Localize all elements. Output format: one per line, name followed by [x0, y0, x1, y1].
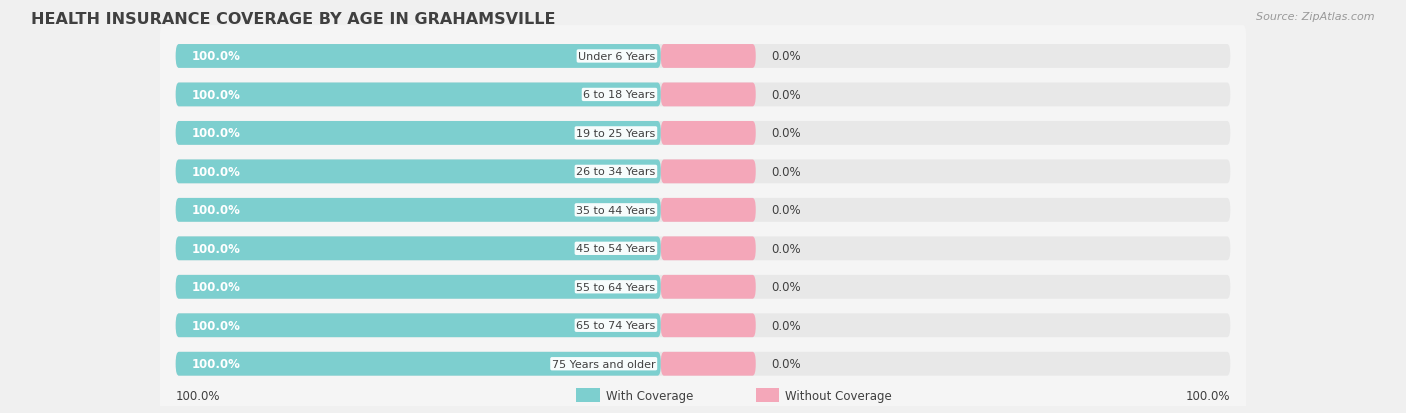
FancyBboxPatch shape	[176, 160, 661, 184]
FancyBboxPatch shape	[176, 275, 1230, 299]
FancyBboxPatch shape	[176, 122, 661, 145]
FancyBboxPatch shape	[176, 352, 661, 376]
Text: 100.0%: 100.0%	[191, 242, 240, 255]
FancyBboxPatch shape	[576, 388, 599, 402]
Text: 100.0%: 100.0%	[191, 204, 240, 217]
FancyBboxPatch shape	[176, 83, 661, 107]
FancyBboxPatch shape	[176, 313, 1230, 337]
FancyBboxPatch shape	[661, 83, 756, 107]
Text: 100.0%: 100.0%	[176, 389, 221, 402]
FancyBboxPatch shape	[176, 352, 1230, 376]
Text: 0.0%: 0.0%	[772, 242, 801, 255]
Text: 19 to 25 Years: 19 to 25 Years	[576, 128, 655, 139]
Text: 100.0%: 100.0%	[191, 166, 240, 178]
FancyBboxPatch shape	[176, 275, 661, 299]
Text: 100.0%: 100.0%	[191, 127, 240, 140]
FancyBboxPatch shape	[756, 388, 779, 402]
FancyBboxPatch shape	[661, 122, 756, 145]
FancyBboxPatch shape	[661, 352, 756, 376]
Text: 100.0%: 100.0%	[191, 50, 240, 63]
FancyBboxPatch shape	[176, 237, 661, 261]
Text: 65 to 74 Years: 65 to 74 Years	[576, 320, 655, 330]
FancyBboxPatch shape	[176, 198, 1230, 222]
Text: Source: ZipAtlas.com: Source: ZipAtlas.com	[1257, 12, 1375, 22]
Text: 6 to 18 Years: 6 to 18 Years	[583, 90, 655, 100]
Text: 0.0%: 0.0%	[772, 89, 801, 102]
Text: 0.0%: 0.0%	[772, 166, 801, 178]
FancyBboxPatch shape	[661, 237, 756, 261]
Text: Without Coverage: Without Coverage	[786, 389, 891, 402]
FancyBboxPatch shape	[160, 26, 1246, 413]
Text: 0.0%: 0.0%	[772, 280, 801, 294]
FancyBboxPatch shape	[176, 160, 1230, 184]
Text: With Coverage: With Coverage	[606, 389, 693, 402]
FancyBboxPatch shape	[661, 198, 756, 222]
Text: 100.0%: 100.0%	[191, 89, 240, 102]
FancyBboxPatch shape	[176, 45, 661, 69]
Text: 26 to 34 Years: 26 to 34 Years	[576, 167, 655, 177]
FancyBboxPatch shape	[176, 313, 661, 337]
Text: 35 to 44 Years: 35 to 44 Years	[576, 205, 655, 215]
FancyBboxPatch shape	[661, 313, 756, 337]
Text: Under 6 Years: Under 6 Years	[578, 52, 655, 62]
Text: 0.0%: 0.0%	[772, 357, 801, 370]
FancyBboxPatch shape	[176, 122, 1230, 145]
Text: 45 to 54 Years: 45 to 54 Years	[576, 244, 655, 254]
FancyBboxPatch shape	[661, 45, 756, 69]
FancyBboxPatch shape	[176, 198, 661, 222]
Text: HEALTH INSURANCE COVERAGE BY AGE IN GRAHAMSVILLE: HEALTH INSURANCE COVERAGE BY AGE IN GRAH…	[31, 12, 555, 27]
Text: 0.0%: 0.0%	[772, 319, 801, 332]
Text: 100.0%: 100.0%	[191, 357, 240, 370]
Text: 75 Years and older: 75 Years and older	[553, 359, 655, 369]
Text: 0.0%: 0.0%	[772, 127, 801, 140]
FancyBboxPatch shape	[661, 275, 756, 299]
FancyBboxPatch shape	[176, 45, 1230, 69]
Text: 100.0%: 100.0%	[191, 280, 240, 294]
Text: 100.0%: 100.0%	[191, 319, 240, 332]
Text: 0.0%: 0.0%	[772, 204, 801, 217]
Text: 55 to 64 Years: 55 to 64 Years	[576, 282, 655, 292]
FancyBboxPatch shape	[176, 83, 1230, 107]
FancyBboxPatch shape	[661, 160, 756, 184]
Text: 100.0%: 100.0%	[1185, 389, 1230, 402]
Text: 0.0%: 0.0%	[772, 50, 801, 63]
FancyBboxPatch shape	[176, 237, 1230, 261]
